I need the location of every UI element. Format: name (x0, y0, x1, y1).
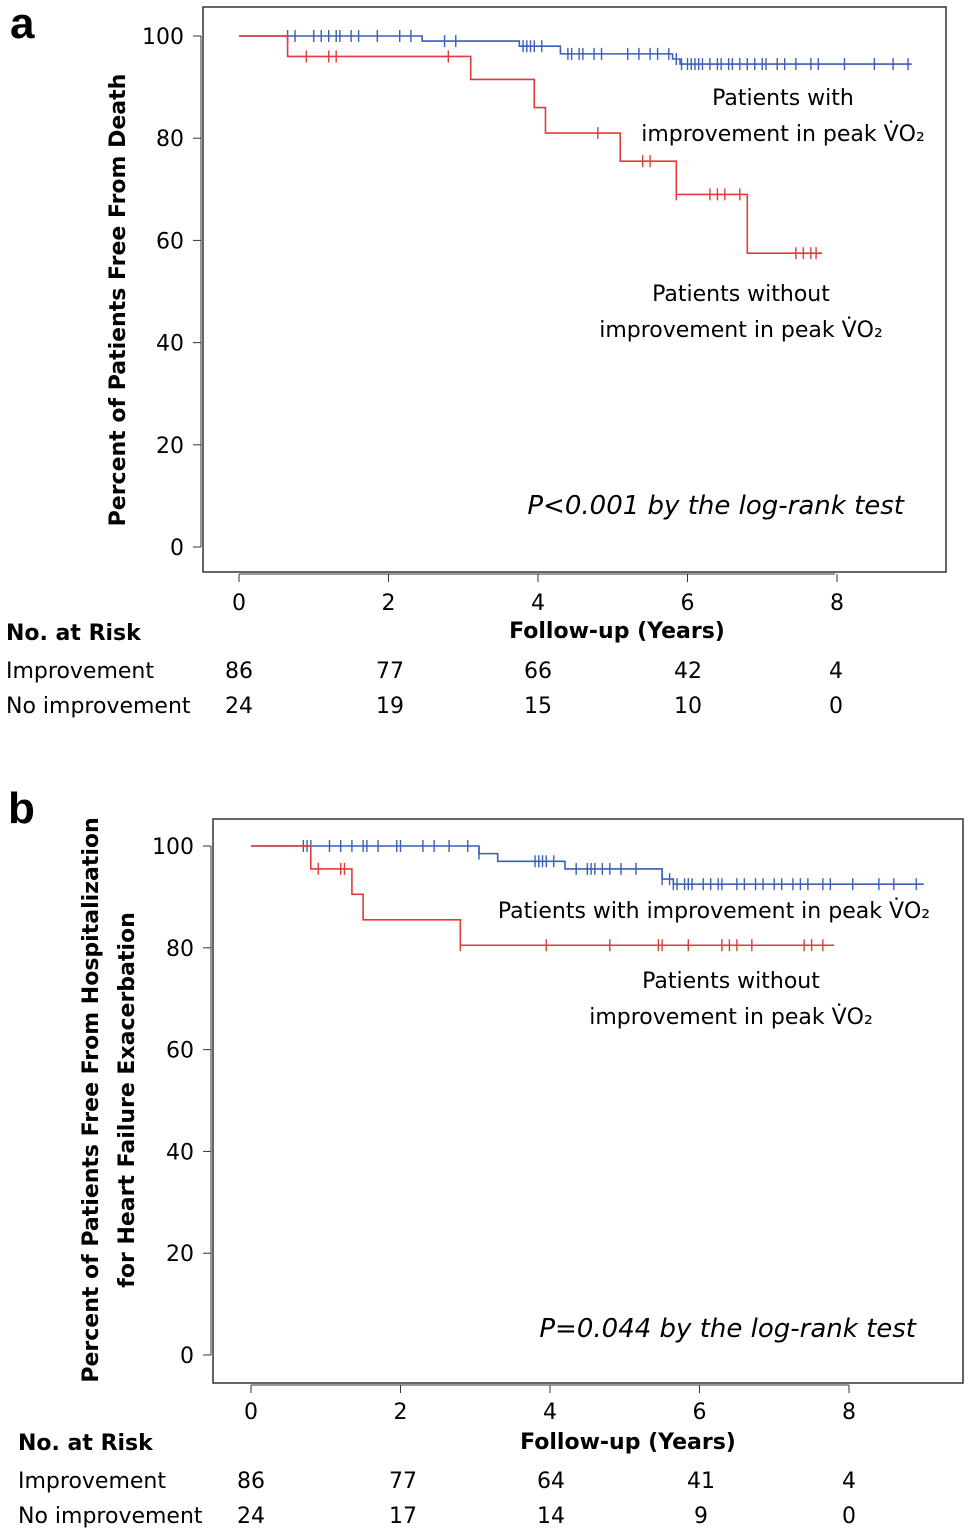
panel-a-improvement-label-line2: improvement in peak V̇O₂ (641, 121, 925, 147)
panel-a-no-improvement-label-line1: Patients without (652, 282, 830, 307)
panel-b-y-tick-label: 20 (166, 1242, 194, 1267)
panel-a-risk-no-improvement-value: 0 (829, 694, 843, 719)
panel-b-risk-improvement-value: 4 (842, 1469, 856, 1494)
panel-b-risk-improvement-value: 77 (389, 1469, 417, 1494)
panel-b-y-axis-title-line2: for Heart Failure Exacerbation (115, 912, 140, 1287)
panel-a-no-improvement-label-line2: improvement in peak V̇O₂ (599, 317, 883, 343)
panel-a-x-tick-label: 2 (382, 591, 396, 616)
panel-a-risk-no-improvement-value: 24 (225, 694, 253, 719)
panel-a-y-axis-title: Percent of Patients Free From Death (106, 74, 131, 527)
panel-b-plot-frame (212, 818, 964, 1384)
panel-a-no-improvement-curve (239, 35, 823, 254)
panel-a-plot-frame (202, 6, 947, 573)
panel-b-risk-improvement-value: 64 (537, 1469, 565, 1494)
panel-b-y-tick-label: 40 (166, 1140, 194, 1165)
panel-b-risk-improvement-value: 86 (237, 1469, 265, 1494)
panel-b-risk-no-improvement-value: 17 (389, 1504, 417, 1529)
panel-a-risk-row-label-improvement: Improvement (6, 659, 154, 684)
panel-b-risk-no-improvement-value: 14 (537, 1504, 565, 1529)
panel-a-risk-no-improvement-value: 10 (674, 694, 702, 719)
panel-b-x-axis-title: Follow-up (Years) (520, 1430, 736, 1455)
panel-b-x-tick-label: 8 (842, 1400, 856, 1425)
panel-a-letter: a (10, 0, 35, 48)
panel-a-y-tick-label: 80 (156, 127, 184, 152)
panel-b-no-improvement-label-line2: improvement in peak V̇O₂ (589, 1004, 873, 1030)
panel-a-risk-improvement-value: 77 (376, 659, 404, 684)
panel-a-x-tick-label: 6 (681, 591, 695, 616)
panel-a-improvement-label-line1: Patients with (712, 86, 854, 111)
panel-b-risk-no-improvement-value: 0 (842, 1504, 856, 1529)
panel-a-y-tick-label: 40 (156, 332, 184, 357)
panel-b-risk-improvement-value: 41 (687, 1469, 715, 1494)
panel-b-x-tick-label: 6 (693, 1400, 707, 1425)
panel-a-x-axis-title: Follow-up (Years) (509, 619, 725, 644)
panel-a-improvement-curve (239, 35, 912, 65)
panel-a-risk-no-improvement-value: 15 (524, 694, 552, 719)
panel-b-no-improvement-label-line1: Patients without (642, 969, 820, 994)
panel-a-risk-row-label-no-improvement: No improvement (6, 694, 191, 719)
panel-a-risk-title: No. at Risk (6, 621, 142, 646)
panel-a-x-tick-label: 0 (232, 591, 246, 616)
panel-b-y-tick-label: 100 (152, 835, 194, 860)
panel-a-y-tick-label: 60 (156, 229, 184, 254)
panel-a-risk-improvement-value: 4 (829, 659, 843, 684)
panel-b-y-tick-label: 0 (180, 1344, 194, 1369)
panel-b-risk-no-improvement-value: 24 (237, 1504, 265, 1529)
panel-b-improvement-label: Patients with improvement in peak V̇O₂ (498, 898, 930, 924)
panel-a-risk-improvement-value: 86 (225, 659, 253, 684)
panel-b-no-improvement-curve (251, 845, 835, 947)
panel-b-p-value: P=0.044 by the log-rank test (539, 1314, 916, 1344)
panel-b-x-tick-label: 0 (244, 1400, 258, 1425)
panel-b-letter: b (8, 784, 35, 833)
panel-a-y-tick-label: 100 (142, 25, 184, 50)
panel-a-risk-no-improvement-value: 19 (376, 694, 404, 719)
panel-b-x-tick-label: 4 (543, 1400, 557, 1425)
panel-a-y-tick-label: 20 (156, 434, 184, 459)
panel-b-risk-title: No. at Risk (18, 1431, 154, 1456)
panel-a-risk-table: No. at Risk Improvement No improvement 8… (6, 621, 843, 719)
panel-b-y-tick-label: 80 (166, 937, 194, 962)
panel-b-risk-row-label-no-improvement: No improvement (18, 1504, 203, 1529)
panel-a-p-value: P<0.001 by the log-rank test (527, 491, 904, 521)
panel-a-x-tick-label: 8 (830, 591, 844, 616)
panel-b-x-tick-label: 2 (394, 1400, 408, 1425)
panel-a-risk-improvement-value: 66 (524, 659, 552, 684)
panel-b-y-tick-label: 60 (166, 1039, 194, 1064)
panel-b-risk-row-label-improvement: Improvement (18, 1469, 166, 1494)
panel-a-x-tick-label: 4 (531, 591, 545, 616)
panel-a-y-tick-label: 0 (170, 536, 184, 561)
panel-b-y-axis-title-line1: Percent of Patients Free From Hospitaliz… (79, 817, 104, 1382)
panel-a-risk-improvement-value: 42 (674, 659, 702, 684)
panel-b-risk-table: No. at Risk Improvement No improvement 8… (18, 1431, 856, 1529)
panel-b-risk-no-improvement-value: 9 (694, 1504, 708, 1529)
